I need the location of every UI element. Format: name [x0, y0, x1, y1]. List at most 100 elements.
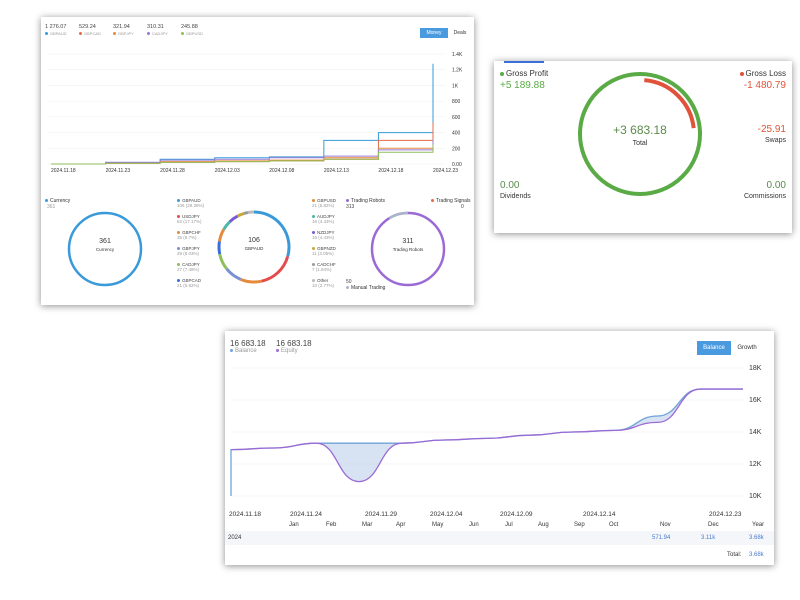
legend-label[interactable]: GBPAUD: [45, 31, 67, 36]
symbol-slice: [217, 228, 226, 242]
month-header: Dec: [708, 522, 719, 528]
y-tick-label: 400: [452, 131, 461, 137]
x-tick-label: 2024.12.13: [324, 168, 349, 174]
symbol-list-item[interactable]: GBPCAD 21 (5.82%): [177, 278, 202, 288]
y-tick-label: 1.2K: [452, 68, 463, 74]
total-label: Total: [632, 140, 648, 147]
currency-count: 361: [47, 204, 56, 210]
legend-label[interactable]: GBPCAD: [79, 31, 101, 36]
x-tick-label: 2024.12.18: [378, 168, 403, 174]
symbol-list-item[interactable]: GBPCHF 35 (9.7%): [177, 230, 201, 240]
symbol-list-item[interactable]: CADJPY 27 (7.48%): [177, 262, 200, 272]
manual-legend: Manual Trading: [346, 285, 385, 291]
robots-center-value: 311: [402, 238, 414, 245]
legend-label[interactable]: GBPUSD: [181, 31, 203, 36]
balance-line: [230, 388, 743, 496]
robots-center-label: Trading Robots: [392, 247, 424, 252]
currency-legend: Currency: [45, 198, 70, 204]
legend-value: 529.24: [79, 24, 96, 30]
symbol-slice: [228, 214, 239, 223]
symbol-slice: [236, 212, 245, 218]
date-tick-label: 2024.11.24: [290, 511, 323, 518]
symbol-list-item[interactable]: GBPJPY 29 (8.03%): [177, 246, 200, 256]
month-header: Mar: [362, 522, 373, 528]
currency-donut: [67, 211, 143, 287]
y-tick-label: 1.4K: [452, 52, 463, 58]
date-tick-label: 2024.12.23: [709, 511, 742, 518]
loss-arc: [644, 78, 696, 129]
signals-legend: Trading Signals: [431, 198, 471, 204]
y-tick-label: 800: [452, 99, 461, 105]
x-tick-label: 2024.11.28: [160, 168, 185, 174]
total-footer-label: Total:: [727, 552, 742, 558]
symbols-center-label: GBPAUD: [244, 246, 264, 251]
symbol-list-item[interactable]: CADCHF 7 (1.94%): [312, 262, 336, 272]
legend-value: 1 276.07: [45, 24, 67, 30]
year-row-nov: 571.94: [652, 535, 671, 541]
month-header: May: [432, 522, 444, 528]
month-header: Year: [752, 522, 765, 528]
manual-trading-slice: [388, 211, 409, 220]
gross-profit-label: Gross Profit: [500, 69, 548, 78]
total-footer-value: 3.68k: [749, 552, 764, 558]
date-tick-label: 2024.12.14: [583, 511, 616, 518]
legend-value: 310.31: [147, 24, 164, 30]
month-header: Jan: [289, 522, 299, 528]
month-header: Oct: [609, 522, 619, 528]
date-tick-label: 2024.11.18: [229, 511, 262, 518]
manual-count: 50: [346, 279, 352, 285]
balance-legend: Balance: [230, 348, 257, 354]
robots-count: 313: [346, 204, 355, 210]
y-tick-label: 14K: [749, 429, 762, 436]
month-header: Jun: [469, 522, 479, 528]
equity-line: [230, 388, 743, 483]
symbol-slice: [253, 210, 291, 257]
balance-panel: 16 683.18 Balance 16 683.18 Equity Balan…: [225, 331, 774, 565]
series-line: [51, 139, 434, 165]
symbol-slice: [261, 256, 290, 283]
symbol-list-item[interactable]: GBPNZD 11 (3.05%): [312, 246, 336, 256]
gross-loss-value: -1 480.79: [743, 80, 786, 91]
legend-value: 321.94: [113, 24, 130, 30]
tab-growth[interactable]: Growth: [737, 345, 757, 351]
legend-label[interactable]: GBPJPY: [113, 31, 134, 36]
swaps-label: Swaps: [764, 137, 786, 144]
gross-profit-value: +5 189.88: [500, 80, 545, 91]
symbol-list-item[interactable]: GBPUSD 21 (5.82%): [312, 198, 337, 208]
drawdown-area: [231, 389, 743, 482]
legend-value: 245.88: [181, 24, 198, 30]
signals-title: Trading Signals: [436, 198, 471, 204]
tab-balance[interactable]: Balance: [697, 341, 731, 355]
year-row-year: 2024: [228, 535, 242, 541]
gross-loss-label: Gross Loss: [739, 69, 786, 78]
symbol-slice: [240, 277, 262, 284]
y-tick-label: 200: [452, 146, 461, 152]
symbols-panel: Money Deals 1.4K 1.2K 1K 800 600 400 200 0.00 2…: [41, 17, 474, 305]
symbol-list-item[interactable]: GBPAUD 106 (29.36%): [177, 198, 205, 208]
total-donut: [578, 72, 702, 196]
profit-loss-panel: Gross Profit +5 189.88 Gross Loss -1 480…: [494, 61, 792, 233]
manual-title: Manual Trading: [351, 285, 386, 291]
tab-money[interactable]: Money: [420, 28, 448, 38]
legend-label[interactable]: CADJPY: [147, 31, 168, 36]
month-header: Jul: [505, 522, 513, 528]
symbol-list-item[interactable]: NZDJPY 16 (4.43%): [312, 230, 335, 240]
symbol-slice: [222, 220, 231, 231]
symbol-list-item[interactable]: AUDJPY 16 (4.43%): [312, 214, 335, 224]
y-tick-label: 10K: [749, 493, 762, 500]
month-header: Sep: [574, 522, 585, 528]
symbol-list-item[interactable]: Other 10 (2.77%): [312, 278, 335, 288]
top-accent-bar: [504, 61, 544, 63]
equity-legend: Equity: [276, 348, 298, 354]
symbol-slice: [225, 267, 242, 281]
x-tick-label: 2024.11.18: [51, 168, 76, 174]
signals-count: 0: [461, 204, 464, 210]
tab-deals[interactable]: Deals: [453, 30, 467, 36]
currency-title: Currency: [50, 198, 71, 204]
robots-title: Trading Robots: [351, 198, 385, 204]
commissions-value: 0.00: [766, 180, 786, 191]
month-header: Aug: [538, 522, 549, 528]
date-tick-label: 2024.12.04: [430, 511, 463, 518]
month-header: Apr: [396, 522, 406, 528]
symbol-list-item[interactable]: USDJPY 62 (17.17%): [177, 214, 202, 224]
